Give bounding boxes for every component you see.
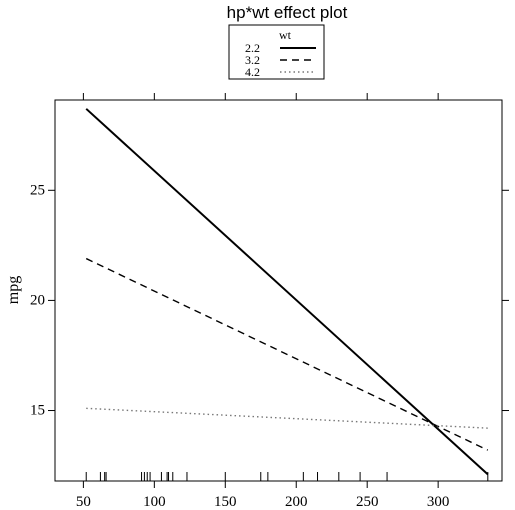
series-lines xyxy=(85,108,489,476)
legend-box xyxy=(228,24,325,80)
legend-label: 3.2 xyxy=(245,53,260,67)
legend: wt 2.23.24.2 xyxy=(228,24,325,80)
x-tick-label: 150 xyxy=(214,494,237,510)
x-tick-label: 200 xyxy=(285,494,308,510)
series-line-2-2 xyxy=(85,108,489,476)
legend-label: 2.2 xyxy=(245,41,260,55)
x-tick-label: 250 xyxy=(356,494,379,510)
x-tick-label: 300 xyxy=(427,494,450,510)
chart-title: hp*wt effect plot xyxy=(227,3,348,22)
x-axis: 50 100 150 200 250 300 xyxy=(76,93,450,510)
x-tick-label: 50 xyxy=(76,494,91,510)
y-tick-label: 20 xyxy=(30,292,45,308)
x-tick-label: 100 xyxy=(143,494,166,510)
y-axis: 15 20 25 xyxy=(30,182,509,419)
legend-title: wt xyxy=(279,28,292,42)
rug xyxy=(85,472,489,481)
y-tick-label: 15 xyxy=(30,403,45,419)
series-line-3-2 xyxy=(85,257,489,451)
y-axis-label: mpg xyxy=(5,276,22,304)
plot-frame xyxy=(54,99,503,482)
legend-label: 4.2 xyxy=(245,65,260,79)
y-tick-label: 25 xyxy=(30,182,45,198)
